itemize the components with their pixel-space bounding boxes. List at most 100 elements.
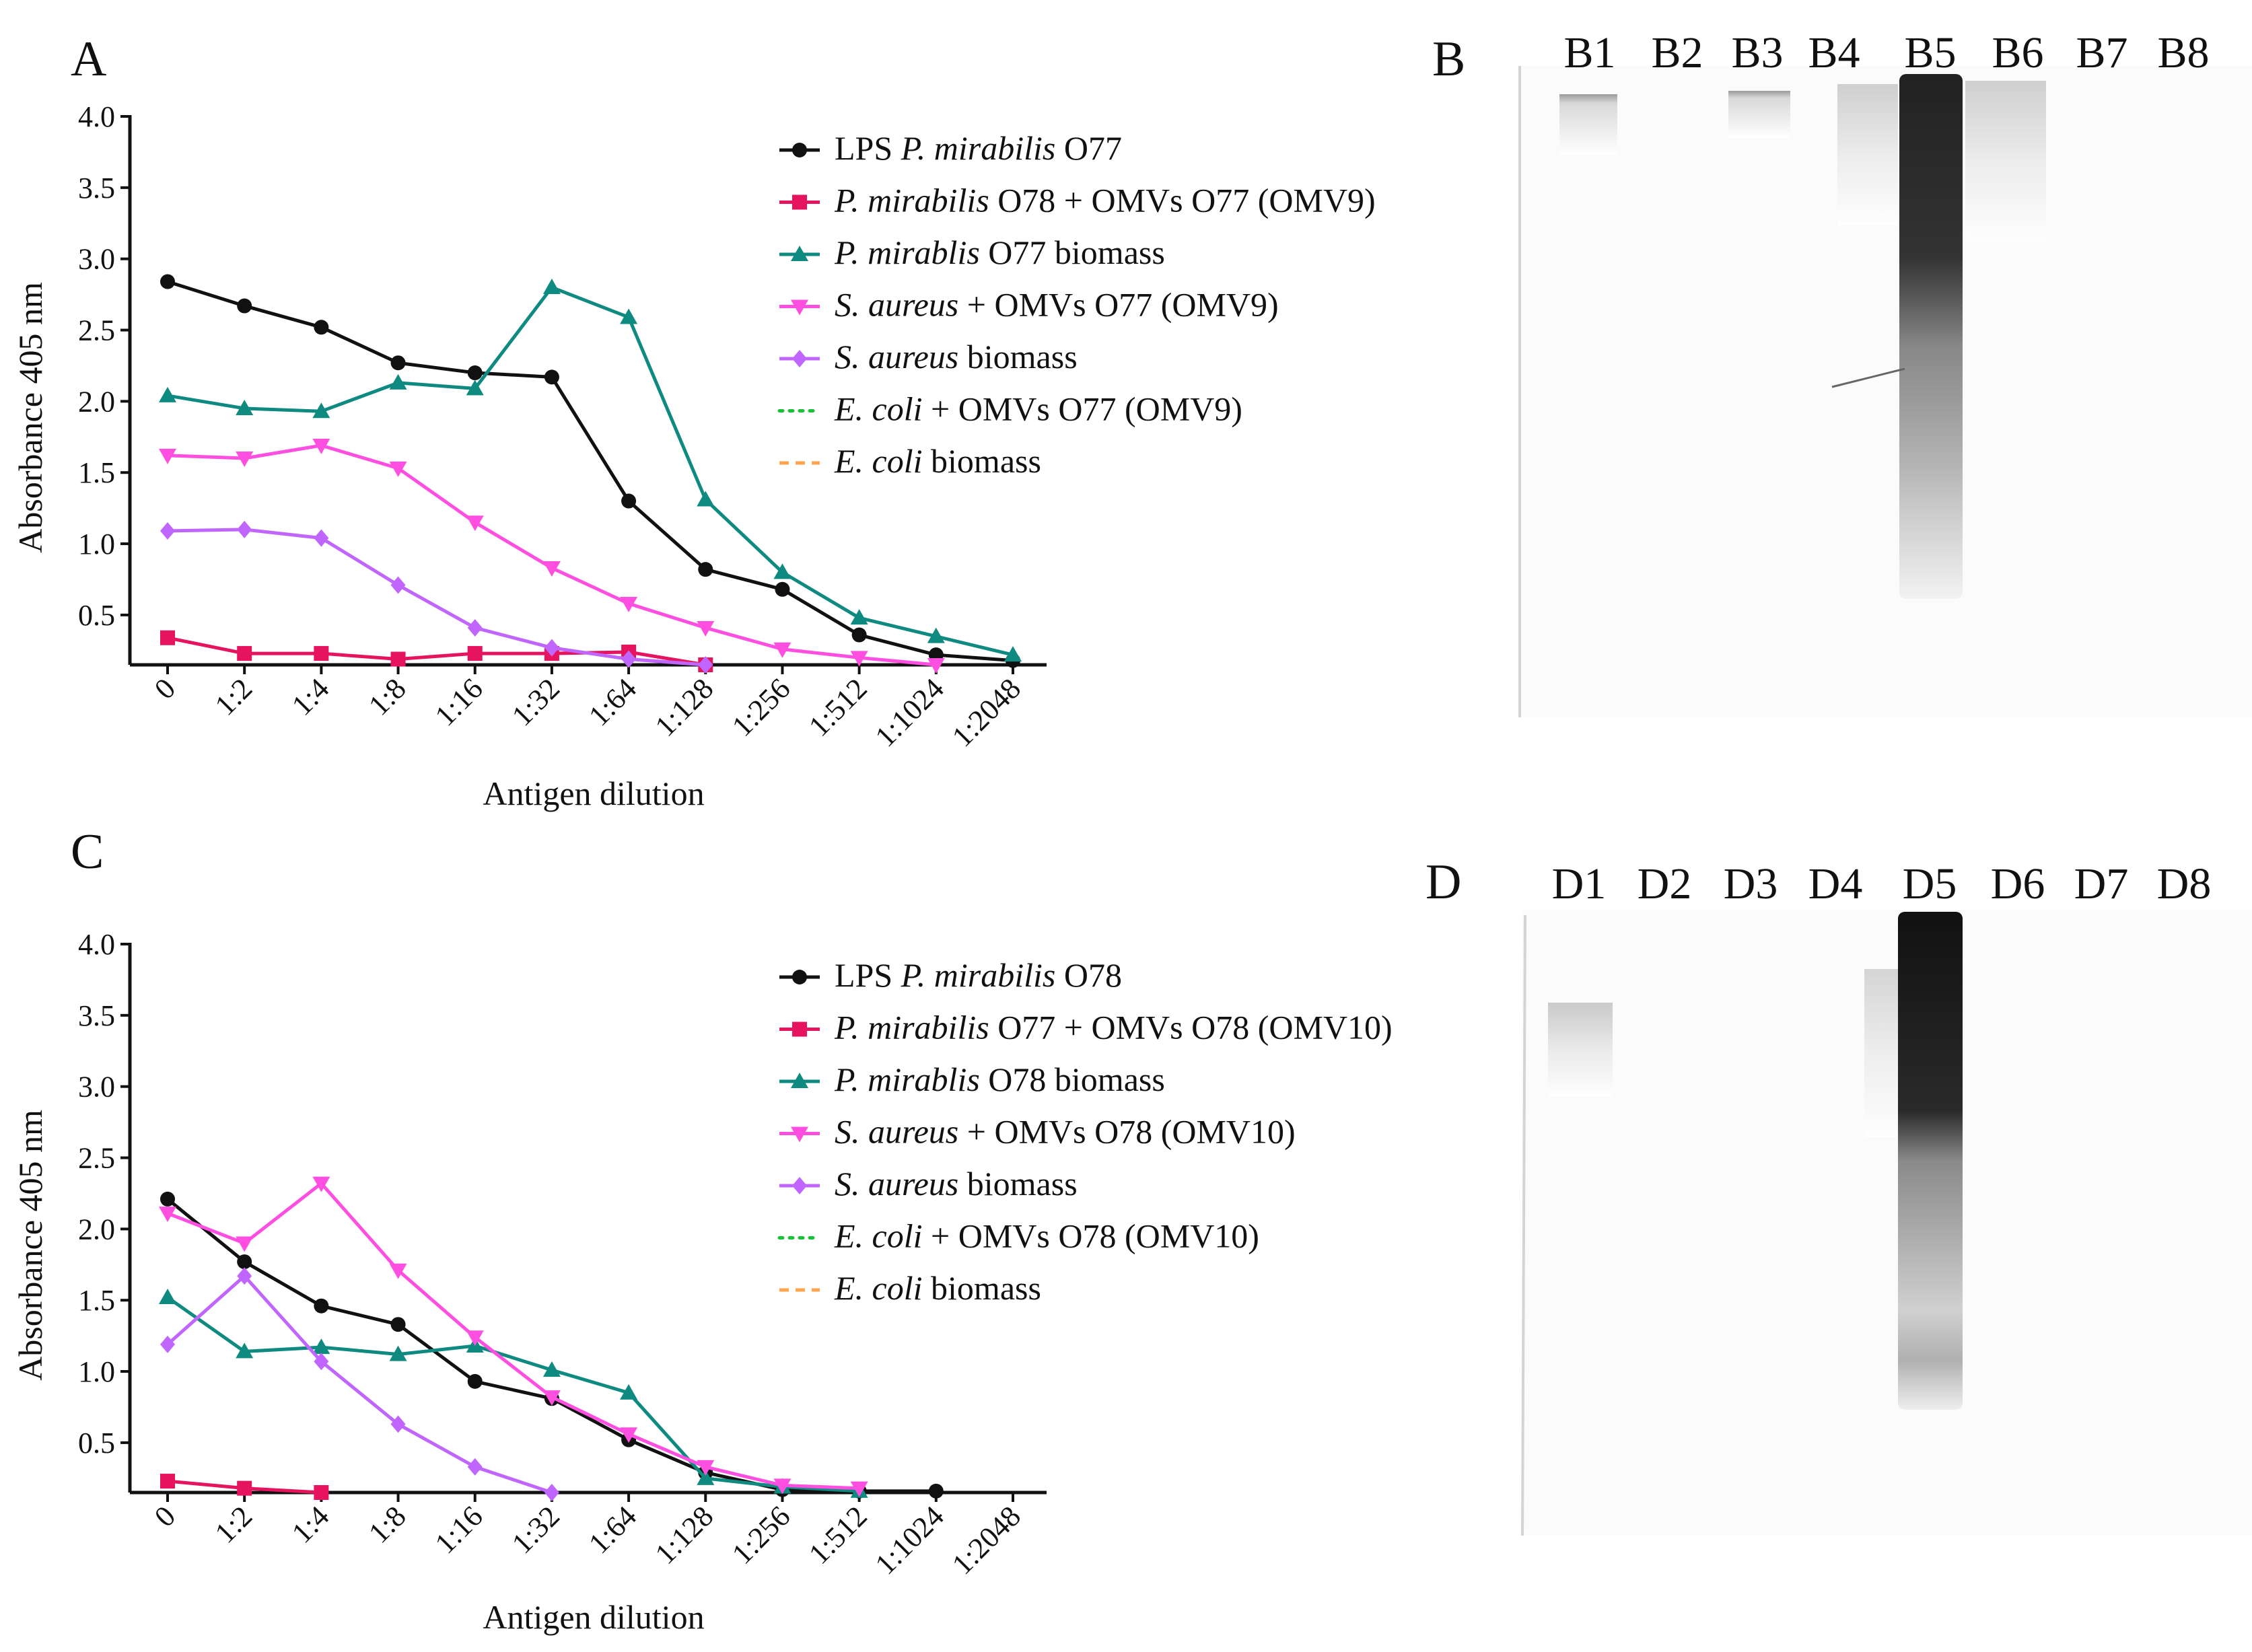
data-point	[773, 642, 791, 658]
data-point	[697, 620, 715, 637]
x-tick-label: 1:64	[582, 1499, 643, 1560]
x-tick-label: 1:1024	[869, 1499, 950, 1581]
blot-b-lane-1-band	[1559, 94, 1617, 155]
lane-label: D6	[1991, 859, 2045, 908]
data-point	[467, 1373, 483, 1389]
lane-label: B7	[2076, 28, 2127, 77]
data-point	[390, 651, 406, 667]
chart-a: 0.5 1.0 1.5 2.0 2.5 3.0 3.5 4.0 0 1:2 1:4 1:8 1:16 1:…	[11, 100, 1376, 812]
legend-text-part: biomass	[923, 442, 1041, 480]
legend-swatch-marker	[791, 299, 808, 316]
data-point	[466, 515, 484, 532]
data-point	[467, 1458, 483, 1476]
legend-swatch-marker	[792, 350, 807, 367]
data-point	[314, 1298, 329, 1314]
x-tick-label: 1:64	[582, 672, 643, 732]
data-point	[160, 1474, 175, 1489]
data-point	[237, 1267, 252, 1285]
lane-label: D8	[2157, 859, 2212, 908]
series-line	[167, 280, 1014, 663]
data-point	[698, 656, 713, 674]
legend-text-part: P. mirabilis	[834, 1009, 989, 1046]
lane-label: B4	[1808, 28, 1860, 77]
lane-label: D4	[1808, 859, 1863, 908]
data-point	[390, 355, 406, 371]
data-point	[312, 402, 330, 419]
blot-b-lane-4-band	[1837, 84, 1898, 225]
x-tick-label: 1:8	[362, 672, 412, 721]
lane-label: B5	[1904, 28, 1956, 77]
y-tick-label: 1.0	[78, 1355, 115, 1388]
x-axis-title: Antigen dilution	[483, 775, 704, 812]
legend-entry: E. coli + OMVs O78 (OMV10)	[834, 1217, 1259, 1255]
data-point	[775, 581, 790, 597]
data-point	[544, 639, 559, 657]
data-point	[159, 1288, 176, 1304]
data-point	[697, 491, 715, 507]
data-point	[236, 1342, 254, 1359]
legend-text-part: P. mirabilis	[901, 956, 1056, 994]
legend-text-part: O78 + OMVs O77 (OMV9)	[989, 182, 1376, 219]
series-3	[159, 1176, 868, 1497]
legend-text-part: P. mirablis	[834, 234, 980, 271]
legend-text-part: LPS	[835, 129, 901, 167]
series-2	[159, 1288, 868, 1498]
x-tick-label: 1:16	[429, 1499, 489, 1560]
legend-swatch-marker	[792, 194, 807, 210]
data-point	[159, 386, 176, 402]
x-tick-label: 1:2	[209, 672, 258, 721]
legend-swatch-marker	[791, 1126, 808, 1143]
lane-label: B1	[1563, 28, 1615, 77]
legend-entry: P. mirabilis O78 + OMVs O77 (OMV9)	[834, 182, 1376, 219]
legend-entry: P. mirablis O77 biomass	[834, 234, 1165, 271]
legend-swatch-marker	[791, 1073, 808, 1088]
series-line	[167, 636, 706, 667]
blot-b-scratch	[1831, 367, 1905, 388]
data-point	[314, 646, 329, 661]
y-tick-label: 3.5	[78, 999, 115, 1032]
legend-text-part: P. mirabilis	[834, 182, 989, 219]
y-tick-label: 1.5	[78, 1284, 115, 1317]
legend-text-part: P. mirablis	[834, 1061, 980, 1098]
data-point	[773, 1478, 791, 1495]
y-tick-label: 0.5	[78, 1427, 115, 1460]
data-point	[159, 448, 176, 464]
data-point	[467, 618, 483, 637]
legend-text-part: + OMVs O78 (OMV10)	[958, 1113, 1295, 1151]
x-tick-label: 1:8	[362, 1499, 412, 1549]
legend-text-part: + OMVs O77 (OMV9)	[923, 390, 1242, 428]
x-tick-label: 1:16	[429, 672, 489, 732]
data-point	[237, 646, 252, 661]
data-point	[236, 1236, 254, 1252]
data-point	[697, 1460, 715, 1476]
x-tick-label: 1:2	[209, 1499, 258, 1549]
y-tick-label: 3.0	[78, 1071, 115, 1104]
legend-text-part: O78	[1055, 956, 1122, 994]
series-line	[167, 443, 937, 667]
chart-c: 0.5 1.0 1.5 2.0 2.5 3.0 3.5 4.0 0 1:2 1:4 1:8 1:16 1:…	[11, 928, 1393, 1636]
data-point	[389, 461, 407, 477]
series-1	[160, 1474, 329, 1500]
data-point	[620, 1427, 638, 1443]
legend-entry: S. aureus + OMVs O77 (OMV9)	[835, 286, 1279, 324]
data-point	[466, 380, 484, 396]
x-tick-label: 1:2048	[946, 1499, 1027, 1581]
y-tick-label: 1.5	[78, 456, 115, 489]
data-point	[698, 562, 713, 577]
legend-swatch-marker	[792, 1021, 807, 1037]
data-point	[160, 522, 175, 540]
data-point	[389, 1345, 407, 1361]
panel-letter-a: A	[71, 32, 106, 87]
data-point	[927, 658, 945, 674]
legend-swatch-marker	[792, 1177, 807, 1194]
data-point	[851, 627, 867, 643]
blot-d: D1 D2 D3 D4 D5 D6 D7 D8	[1521, 859, 2252, 1536]
data-point	[390, 576, 406, 594]
blot-b: B1 B2 B3 B4 B5 B6 B7 B8	[1518, 28, 2252, 717]
data-point	[160, 1191, 175, 1207]
legend-text-part: S. aureus	[835, 1165, 958, 1202]
data-point	[389, 1263, 407, 1279]
x-tick-label: 1:32	[505, 1499, 566, 1560]
